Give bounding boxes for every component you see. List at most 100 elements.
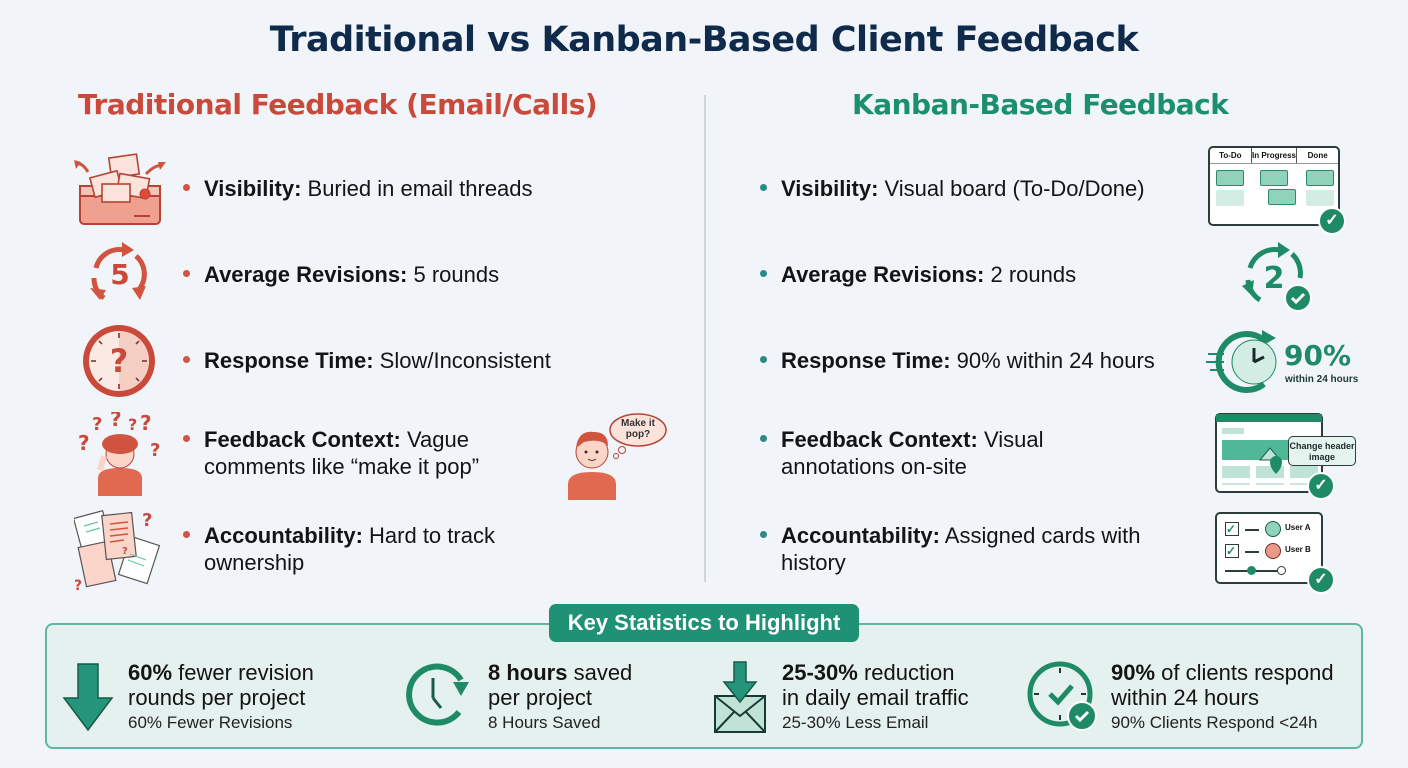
email-inbox-overflow-icon: [74, 153, 166, 225]
response-rate-caption: within 24 hours: [1285, 374, 1359, 385]
svg-text:?: ?: [74, 578, 82, 592]
row-label: Accountability:: [781, 523, 940, 548]
assigned-tasks-icon: ✓ User A ✓ User B: [1215, 512, 1323, 584]
stat-value: 60%: [128, 660, 173, 685]
svg-text:?: ?: [142, 510, 152, 531]
svg-text:?: ?: [110, 412, 122, 431]
stat-desc-line2: in daily email traffic: [782, 685, 969, 710]
kanban-board-icon: To-Do In Progress Done: [1208, 146, 1340, 226]
check-badge-icon: ✓: [1318, 207, 1346, 235]
row-label: Visibility:: [781, 176, 879, 201]
row-value: Visual: [977, 427, 1044, 452]
stat-value: 25-30%: [782, 660, 858, 685]
traditional-accountability-row: Accountability: Hard to track ownership: [183, 522, 495, 576]
stat-caption: 60% Fewer Revisions: [128, 713, 293, 732]
board-column-todo: To-Do: [1210, 148, 1252, 163]
stat-caption: 90% Clients Respond <24h: [1111, 713, 1318, 732]
stat-desc: fewer revision: [172, 660, 314, 685]
kanban-visibility-row: Visibility: Visual board (To-Do/Done): [760, 175, 1145, 202]
bullet: [183, 270, 190, 277]
svg-text:?: ?: [110, 342, 129, 380]
row-value: 2 rounds: [984, 262, 1077, 287]
board-column-done: Done: [1307, 151, 1328, 160]
row-label: Feedback Context:: [204, 427, 401, 452]
down-arrow-icon: [62, 663, 114, 732]
row-value: Hard to track: [362, 523, 495, 548]
stat-clients-respond: 90% of clients respond within 24 hours 9…: [1111, 660, 1334, 736]
column-divider: [704, 95, 706, 582]
row-label: Visibility:: [204, 176, 302, 201]
stat-value: 8 hours: [488, 660, 568, 685]
traditional-response-row: Response Time: Slow/Inconsistent: [183, 347, 551, 374]
row-label: Response Time:: [781, 348, 951, 373]
scattered-documents-icon: ? ? ?: [74, 510, 161, 592]
svg-text:?: ?: [150, 440, 160, 461]
row-value: Assigned cards with: [939, 523, 1141, 548]
clock-rotate-icon: [406, 663, 469, 726]
clock-check-icon: [1027, 661, 1097, 731]
stat-caption: 25-30% Less Email: [782, 713, 929, 732]
confused-person-icon: ? ? ? ? ? ?: [78, 412, 160, 496]
stat-caption: 8 Hours Saved: [488, 713, 601, 732]
clock-question-icon: ?: [83, 325, 155, 397]
user-b-label: User B: [1285, 545, 1311, 554]
bullet: [760, 356, 767, 363]
row-label: Average Revisions:: [204, 262, 408, 287]
stat-value: 90%: [1111, 660, 1156, 685]
traditional-revisions-row: Average Revisions: 5 rounds: [183, 261, 499, 288]
row-value: Vague: [400, 427, 469, 452]
stat-desc: reduction: [857, 660, 955, 685]
bullet: [183, 356, 190, 363]
page-title: Traditional vs Kanban-Based Client Feedb…: [269, 20, 1139, 60]
revision-cycle-2-icon: 2: [1242, 242, 1312, 312]
row-label: Response Time:: [204, 348, 374, 373]
key-statistics-label: Key Statistics to Highlight: [549, 604, 859, 642]
traditional-heading: Traditional Feedback (Email/Calls): [78, 88, 598, 121]
traditional-context-row: Feedback Context: Vague comments like “ma…: [183, 426, 479, 480]
stat-desc: saved: [567, 660, 633, 685]
key-statistics-panel: [45, 623, 1363, 749]
kanban-context-row: Feedback Context: Visual annotations on-s…: [760, 426, 1043, 480]
fast-clock-icon: [1206, 330, 1277, 393]
svg-text:5: 5: [110, 258, 129, 291]
row-label: Average Revisions:: [781, 262, 985, 287]
bullet: [183, 184, 190, 191]
bullet: [760, 531, 767, 538]
kanban-revisions-row: Average Revisions: 2 rounds: [760, 261, 1076, 288]
stat-desc-line2: per project: [488, 685, 592, 710]
row-value-cont: comments like “make it pop”: [204, 454, 480, 479]
row-value-cont: annotations on-site: [781, 454, 967, 479]
stat-fewer-revisions: 60% fewer revision rounds per project 60…: [128, 660, 314, 736]
bullet: [183, 531, 190, 538]
row-value-cont: history: [781, 550, 846, 575]
svg-text:?: ?: [140, 412, 152, 435]
stat-less-email: 25-30% reduction in daily email traffic …: [782, 660, 969, 736]
bullet: [760, 435, 767, 442]
email-down-icon: [714, 661, 766, 733]
bullet: [760, 184, 767, 191]
row-value: 90% within 24 hours: [950, 348, 1155, 373]
bullet: [183, 435, 190, 442]
thinking-person-icon: [568, 413, 667, 500]
svg-text:?: ?: [78, 431, 90, 455]
user-a-label: User A: [1285, 523, 1311, 532]
kanban-response-row: Response Time: 90% within 24 hours: [760, 347, 1155, 374]
annotation-callout: Change header image: [1288, 436, 1356, 466]
kanban-heading: Kanban-Based Feedback: [852, 88, 1229, 121]
svg-text:?: ?: [122, 546, 128, 557]
svg-text:?: ?: [128, 415, 137, 434]
check-badge-icon: ✓: [1307, 472, 1335, 500]
row-value-cont: ownership: [204, 550, 305, 575]
bullet: [760, 270, 767, 277]
row-value: 5 rounds: [407, 262, 500, 287]
board-column-in-progress: In Progress: [1252, 148, 1298, 163]
svg-text:?: ?: [92, 414, 102, 435]
row-value: Buried in email threads: [301, 176, 533, 201]
row-label: Feedback Context:: [781, 427, 978, 452]
stat-desc-line2: rounds per project: [128, 685, 306, 710]
response-rate-value: 90%: [1284, 339, 1352, 372]
kanban-accountability-row: Accountability: Assigned cards with histo…: [760, 522, 1140, 576]
check-badge-icon: ✓: [1307, 566, 1335, 594]
row-value: Visual board (To-Do/Done): [878, 176, 1145, 201]
traditional-visibility-row: Visibility: Buried in email threads: [183, 175, 533, 202]
